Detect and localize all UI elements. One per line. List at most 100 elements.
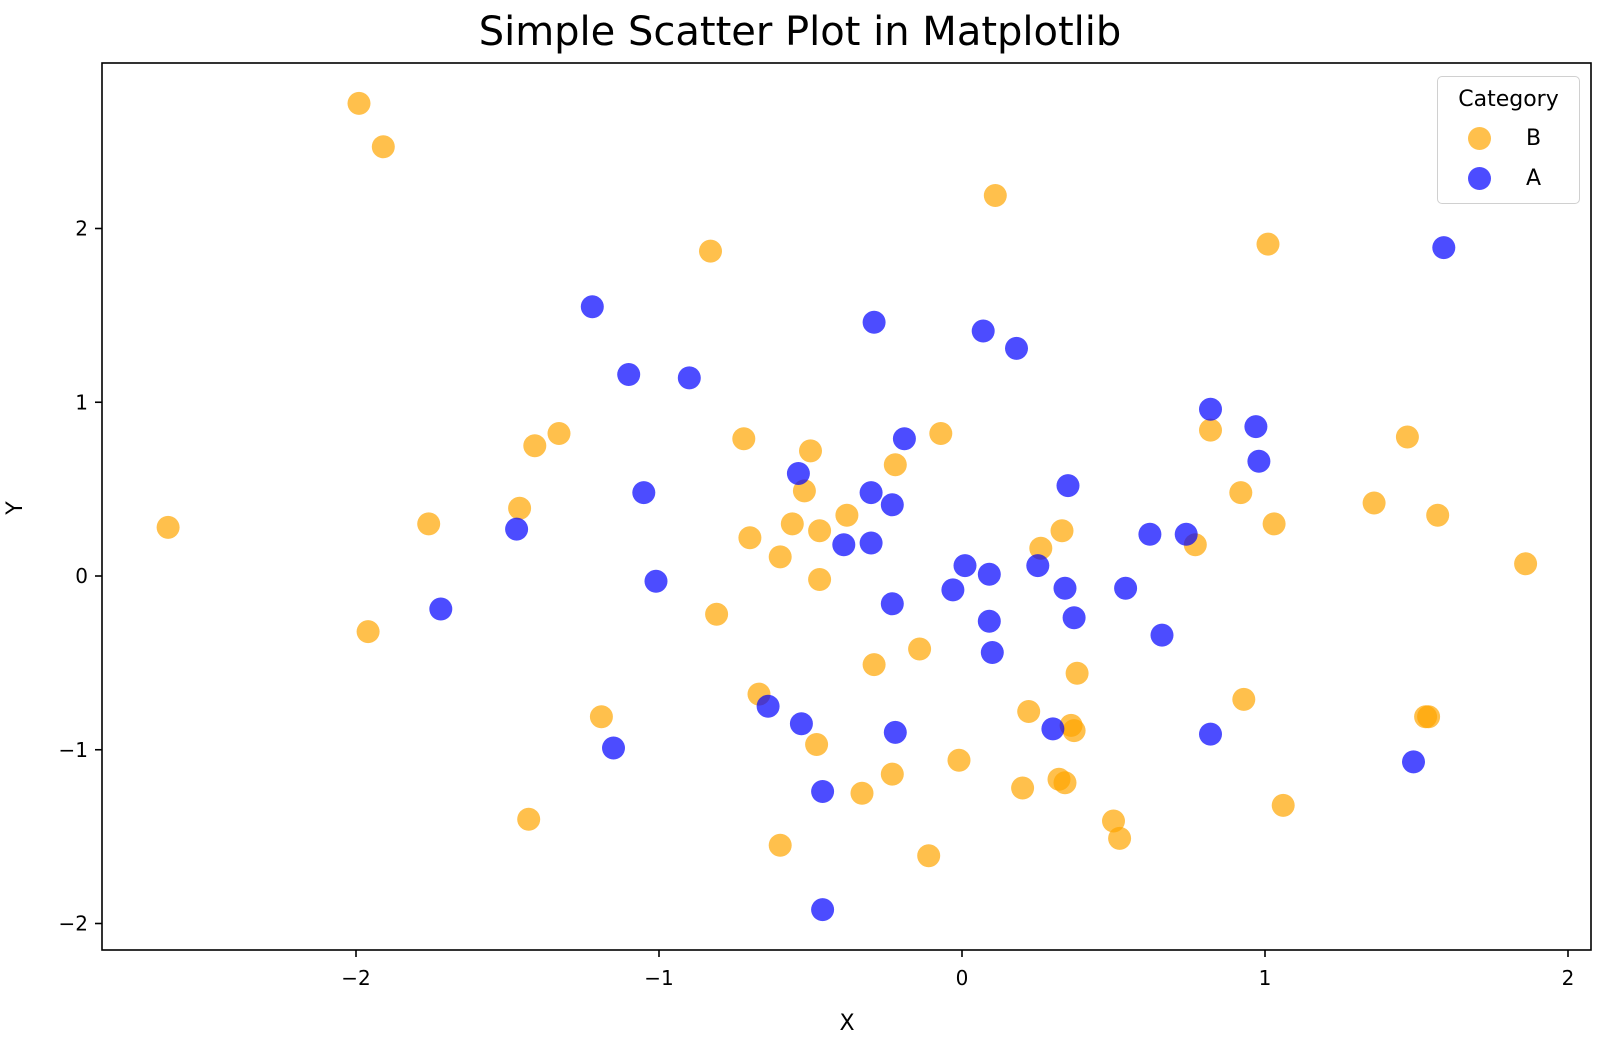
data-point-a bbox=[632, 481, 656, 505]
data-point-a bbox=[505, 517, 529, 541]
data-point-b bbox=[947, 748, 971, 772]
data-point-a bbox=[1053, 576, 1077, 600]
data-point-a bbox=[602, 736, 625, 760]
data-point-b bbox=[508, 496, 532, 520]
data-point-a bbox=[429, 597, 453, 621]
data-point-a bbox=[580, 295, 604, 319]
data-point-b bbox=[1102, 809, 1125, 833]
data-point-a bbox=[1062, 606, 1086, 630]
data-point-a bbox=[644, 569, 668, 593]
data-point-a bbox=[811, 898, 835, 922]
data-point-a bbox=[1056, 474, 1080, 498]
data-point-b bbox=[805, 733, 829, 756]
data-point-a bbox=[971, 319, 995, 343]
data-point-b bbox=[1053, 771, 1077, 795]
data-point-b bbox=[1232, 687, 1256, 711]
data-point-b bbox=[780, 512, 804, 536]
data-point-a bbox=[953, 554, 977, 578]
y-axis-ticks: −2 −1 0 1 2 bbox=[59, 217, 102, 936]
data-point-a bbox=[811, 780, 835, 803]
data-point-a bbox=[977, 562, 1001, 586]
data-point-b bbox=[347, 91, 371, 115]
data-point-a bbox=[1244, 415, 1268, 439]
data-point-a bbox=[1432, 236, 1456, 260]
orange-circle-marker-icon bbox=[1468, 126, 1491, 150]
data-point-b bbox=[1199, 418, 1222, 442]
data-point-a bbox=[1005, 336, 1028, 360]
data-point-a bbox=[1199, 397, 1222, 421]
y-tick-label: 1 bbox=[75, 390, 88, 414]
y-tick-label: 0 bbox=[75, 564, 88, 588]
x-tick-label: 0 bbox=[956, 966, 969, 990]
legend: Category B A bbox=[1437, 76, 1580, 204]
data-point-b bbox=[1017, 700, 1041, 723]
x-tick-label: −2 bbox=[341, 966, 370, 990]
data-point-b bbox=[1256, 232, 1280, 256]
data-point-a bbox=[892, 427, 916, 451]
data-point-b bbox=[1417, 705, 1441, 729]
y-tick-label: 2 bbox=[75, 217, 88, 241]
data-point-b bbox=[908, 637, 932, 661]
data-point-b bbox=[862, 653, 886, 677]
data-point-b bbox=[983, 184, 1007, 207]
data-point-a bbox=[617, 363, 641, 386]
data-point-b bbox=[517, 807, 541, 831]
data-point-b bbox=[768, 833, 792, 857]
data-point-a bbox=[756, 694, 780, 718]
data-point-b bbox=[1362, 491, 1386, 515]
chart-title: Simple Scatter Plot in Matplotlib bbox=[478, 9, 1122, 55]
x-tick-label: 1 bbox=[1259, 966, 1272, 990]
data-point-b bbox=[808, 568, 832, 591]
data-point-a bbox=[832, 533, 856, 557]
data-point-b bbox=[705, 602, 729, 626]
data-point-b bbox=[523, 434, 547, 458]
data-points bbox=[156, 91, 1538, 922]
data-point-b bbox=[1426, 503, 1450, 527]
data-point-b bbox=[547, 422, 571, 445]
data-point-b bbox=[792, 479, 816, 503]
data-point-b bbox=[1229, 481, 1253, 505]
data-point-b bbox=[1262, 512, 1286, 536]
data-point-a bbox=[859, 481, 883, 505]
data-point-b bbox=[1011, 776, 1035, 800]
data-point-b bbox=[917, 844, 941, 868]
data-point-b bbox=[156, 515, 180, 539]
data-point-b bbox=[850, 781, 874, 805]
x-axis-ticks: −2 −1 0 1 2 bbox=[341, 950, 1574, 990]
data-point-a bbox=[789, 712, 813, 736]
data-point-a bbox=[1199, 722, 1222, 746]
x-tick-label: 2 bbox=[1562, 966, 1575, 990]
data-point-b bbox=[699, 239, 722, 263]
blue-circle-marker-icon bbox=[1468, 166, 1491, 190]
data-point-a bbox=[1026, 554, 1050, 578]
data-point-b bbox=[356, 620, 380, 644]
data-point-b bbox=[1514, 552, 1538, 576]
data-point-a bbox=[941, 578, 965, 602]
x-tick-label: −1 bbox=[644, 966, 673, 990]
data-point-a bbox=[1247, 449, 1271, 473]
data-point-a bbox=[862, 310, 886, 334]
data-point-b bbox=[1271, 793, 1295, 817]
y-tick-label: −2 bbox=[59, 912, 88, 936]
legend-label-b: B bbox=[1526, 125, 1542, 151]
data-point-a bbox=[1041, 717, 1065, 741]
data-point-b bbox=[1029, 536, 1053, 560]
data-point-a bbox=[1150, 623, 1174, 647]
data-point-b bbox=[808, 519, 832, 543]
data-point-b bbox=[799, 439, 822, 463]
data-point-a bbox=[977, 609, 1001, 633]
data-point-a bbox=[677, 366, 701, 390]
data-point-b bbox=[732, 427, 756, 451]
legend-title: Category bbox=[1458, 87, 1559, 112]
data-point-b bbox=[738, 526, 762, 550]
legend-label-a: A bbox=[1526, 165, 1542, 191]
data-point-a bbox=[1114, 576, 1138, 600]
data-point-b bbox=[371, 135, 395, 159]
data-point-b bbox=[589, 705, 613, 729]
legend-entry-a: A bbox=[1468, 163, 1541, 193]
data-point-b bbox=[1050, 519, 1074, 543]
data-point-b bbox=[1062, 719, 1086, 743]
data-point-a bbox=[1174, 522, 1198, 546]
data-point-a bbox=[883, 720, 907, 744]
data-point-b bbox=[1065, 661, 1089, 685]
